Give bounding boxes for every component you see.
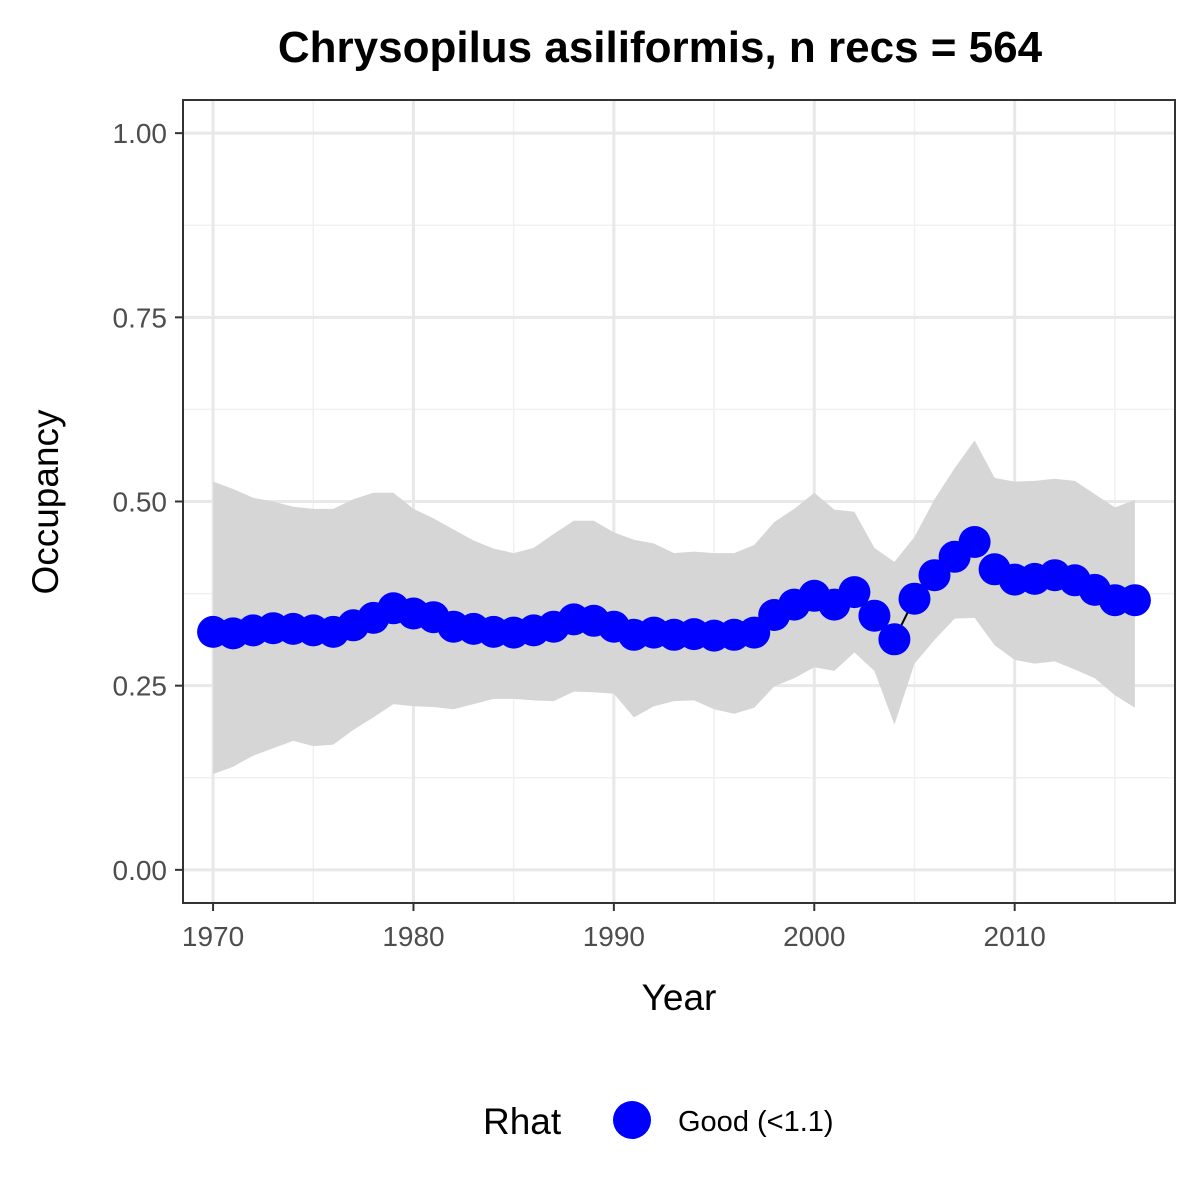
x-axis-title: Year (642, 977, 717, 1018)
x-tick-label: 2000 (783, 921, 845, 952)
y-tick-label: 0.75 (113, 302, 168, 333)
y-axis-ticks: 0.00 0.25 0.50 0.75 1.00 (113, 118, 183, 886)
confidence-ribbon-layer (213, 440, 1135, 775)
y-tick-label: 1.00 (113, 118, 168, 149)
occupancy-point (858, 599, 891, 632)
y-tick-label: 0.00 (113, 855, 168, 886)
occupancy-point (898, 582, 931, 615)
legend: Rhat Good (<1.1) (483, 1101, 834, 1142)
y-tick-label: 0.50 (113, 487, 168, 518)
occupancy-point (958, 526, 991, 558)
y-tick-label: 0.25 (113, 671, 168, 702)
confidence-ribbon (213, 440, 1135, 775)
x-tick-label: 1970 (182, 921, 244, 952)
legend-label-good: Good (<1.1) (678, 1106, 834, 1138)
x-tick-label: 1990 (583, 921, 645, 952)
y-axis-title: Occupancy (25, 409, 66, 595)
chart-title: Chrysopilus asiliformis, n recs = 564 (278, 23, 1043, 72)
occupancy-point (878, 623, 911, 656)
legend-key-good (613, 1101, 651, 1139)
x-tick-label: 2010 (984, 921, 1046, 952)
legend-title: Rhat (483, 1101, 562, 1142)
occupancy-point (838, 576, 871, 609)
x-axis-ticks: 1970 1980 1990 2000 2010 (182, 903, 1046, 952)
occupancy-points (197, 526, 1151, 656)
x-tick-label: 1980 (382, 921, 444, 952)
occupancy-point (1118, 584, 1151, 617)
